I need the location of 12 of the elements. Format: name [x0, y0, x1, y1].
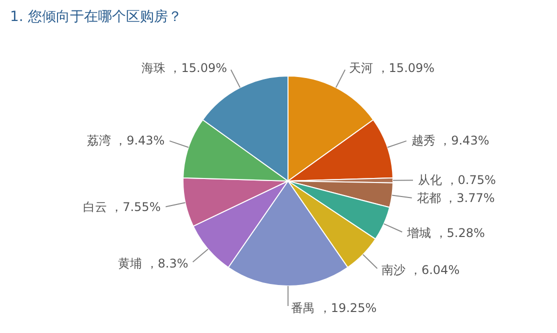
- slice-label: 天河 ，15.09%: [348, 61, 435, 76]
- slice-label: 番禺 ，19.25%: [291, 301, 377, 315]
- slice-label: 增城 ，5.28%: [406, 226, 485, 240]
- slice-label: 南沙 ，6.04%: [382, 262, 460, 277]
- slice-label: 黄埔 ，8.3%: [118, 256, 188, 270]
- slice-label: 荔湾 ，9.43%: [86, 133, 165, 148]
- slice-label: 越秀 ，9.43%: [411, 133, 490, 148]
- slice-label: 海珠 ，15.09%: [141, 61, 228, 76]
- chart-title: 1. 您倾向于在哪个区购房？: [10, 8, 183, 26]
- slice-label: 花都 ，3.77%: [416, 191, 495, 206]
- slice-label: 从化 ，0.75%: [418, 173, 496, 188]
- slice-label: 白云 ，7.55%: [82, 200, 161, 214]
